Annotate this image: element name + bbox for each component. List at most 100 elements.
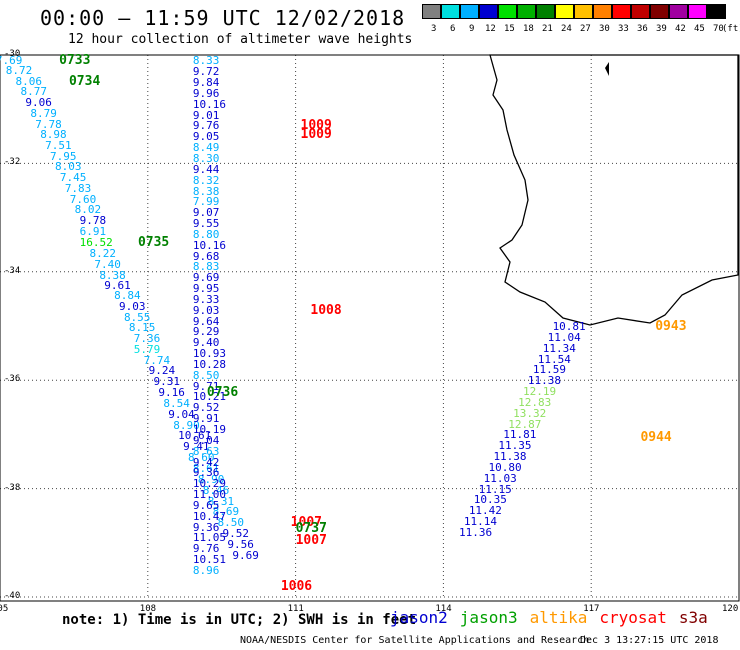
wave-height-label: 8.90 (173, 418, 200, 432)
wave-height-label: 9.65 (192, 498, 220, 512)
wave-height-label: 8.54 (163, 396, 190, 410)
lon-tick-label: 120 (722, 604, 739, 614)
page-subtitle: 12 hour collection of altimeter wave hei… (68, 32, 413, 47)
scale-swatch (593, 4, 612, 19)
scale-swatch (422, 4, 441, 19)
wave-height-label: 7.74 (143, 353, 171, 367)
wave-height-label: 9.31 (153, 375, 181, 389)
scale-label: 45 (694, 24, 705, 34)
lat-tick-label: -38 (4, 482, 21, 493)
wave-height-label: 8.15 (128, 321, 156, 335)
wave-height-label: 9.44 (192, 162, 220, 176)
wave-height-label: 10.51 (192, 553, 227, 567)
wave-height-label: 11.14 (463, 515, 497, 529)
pass-time-label: 0733 (59, 53, 91, 69)
wave-height-label: 7.99 (192, 195, 220, 209)
scale-swatch (441, 4, 460, 19)
scale-label: 39 (656, 24, 667, 34)
wave-height-label: 11.04 (547, 330, 581, 344)
lon-tick-label: 108 (139, 604, 157, 614)
wave-height-label: 11.54 (537, 352, 571, 366)
wave-height-label: 10.16 (192, 97, 227, 111)
lat-tick-label: -34 (4, 265, 21, 276)
pass-time-label: 1009 (300, 118, 332, 134)
pass-time-label: 0944 (640, 430, 672, 446)
wave-height-label: 12.19 (523, 385, 557, 399)
wave-height-label: 8.06 (15, 75, 43, 89)
wave-height-label: 9.04 (168, 407, 195, 421)
lon-tick-label: 114 (435, 604, 452, 614)
lon-tick-label: 117 (583, 604, 600, 614)
credit-line: NOAA/NESDIS Center for Satellite Applica… (240, 635, 590, 646)
page-title: 00:00 — 11:59 UTC 12/02/2018 (40, 6, 406, 30)
scale-label: 3 (431, 24, 437, 34)
satellite-legend-item: jason2 (390, 608, 448, 627)
wave-height-label: 9.04 (192, 433, 220, 447)
pass-time-label: 1007 (290, 515, 322, 531)
wave-height-label: 8.60 (187, 451, 215, 465)
scale-swatch (688, 4, 707, 19)
wave-height-label: 9.52 (222, 527, 249, 541)
scale-swatch (631, 4, 650, 19)
wave-height-label: 5.79 (133, 342, 161, 356)
wave-height-label: 9.78 (79, 214, 107, 228)
wave-height-label: 7.95 (50, 149, 77, 163)
scale-swatch (498, 4, 517, 19)
wave-height-label: 10.93 (192, 347, 227, 361)
pass-time-label: 0735 (137, 234, 170, 250)
wave-height-label: 9.61 (104, 278, 131, 292)
satellite-legend-item: cryosat (599, 608, 667, 627)
scale-swatch (460, 4, 479, 19)
wave-height-label: 8.02 (74, 203, 102, 217)
wave-height-label: 8.80 (192, 227, 220, 241)
wave-height-label: 9.52 (192, 401, 220, 415)
wave-height-label: 9.33 (192, 292, 220, 306)
wave-height-label: 11.81 (503, 428, 537, 442)
scale-swatch (536, 4, 555, 19)
wave-height-label: 8.90 (197, 472, 225, 486)
wave-height-label: 7.60 (69, 192, 97, 206)
wave-height-label: 9.40 (192, 336, 220, 350)
lat-tick-label: -36 (4, 374, 21, 385)
wave-height-label: 9.56 (227, 537, 254, 551)
lat-lon-grid (0, 54, 740, 598)
scale-swatch (669, 4, 688, 19)
scale-label: 6 (450, 24, 456, 34)
map-frame (0, 54, 740, 602)
pass-time-label: 0737 (295, 520, 327, 536)
wave-height-label: 8.96 (192, 563, 220, 577)
wave-height-label: 8.03 (54, 160, 82, 174)
wave-height-label: 8.77 (20, 84, 47, 98)
wave-height-label: 7.69 (0, 54, 23, 68)
australia-coastline (489, 54, 739, 326)
scale-label: 18 (523, 24, 534, 34)
wave-height-label: 9.06 (25, 96, 52, 110)
scale-swatch (650, 4, 669, 19)
wave-height-label: 8.30 (192, 151, 220, 165)
satellite-legend: jason2 jason3 altika cryosat s3a (390, 608, 720, 627)
wave-height-label: 9.36 (192, 466, 220, 480)
wave-height-label: 8.22 (89, 246, 116, 260)
wave-height-label: 11.42 (468, 504, 502, 518)
wave-height-label: 11.15 (478, 482, 512, 496)
credit-timestamp: Dec 3 13:27:15 UTC 2018 (580, 635, 719, 646)
wave-height-label: 8.69 (212, 505, 240, 519)
wave-height-label: 9.05 (192, 130, 220, 144)
scale-swatch (555, 4, 574, 19)
wave-height-label: 9.55 (192, 217, 220, 231)
wave-height-label: 9.71 (192, 379, 220, 393)
wave-height-label: 9.64 (192, 314, 220, 328)
wave-height-label: 8.98 (40, 127, 67, 141)
scale-label: 27 (580, 24, 591, 34)
scale-label: 15 (504, 24, 515, 34)
scale-swatch (612, 4, 631, 19)
wave-height-label: 8.63 (192, 444, 220, 458)
wave-height-label: 7.83 (64, 181, 92, 195)
wave-height-label: 11.38 (493, 450, 527, 464)
wave-height-label: 8.49 (192, 141, 220, 155)
pass-time-label: 1006 (280, 579, 313, 595)
wave-height-label: 9.03 (192, 303, 220, 317)
wave-height-label: 11.38 (527, 374, 562, 388)
rottnest-island (605, 62, 609, 76)
wave-height-label: 12.87 (508, 417, 542, 431)
